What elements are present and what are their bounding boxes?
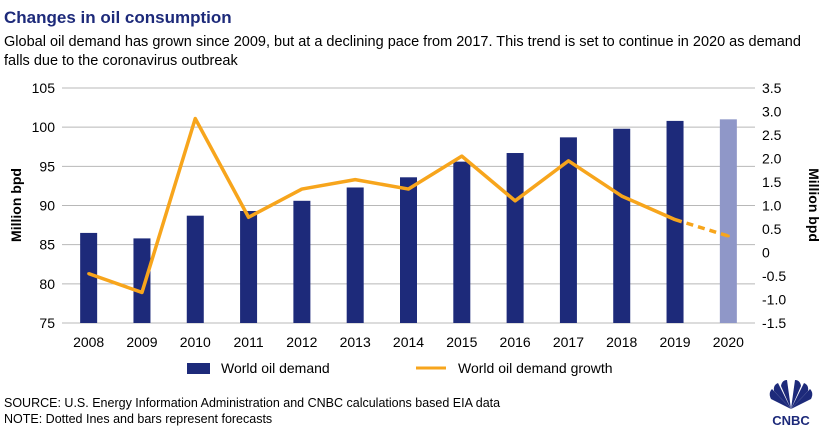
right-tick-label: 2.0 xyxy=(762,151,782,167)
growth-point-2017 xyxy=(566,159,570,163)
bar-2010 xyxy=(186,215,204,323)
left-axis-label: Million bpd xyxy=(8,168,24,242)
right-tick-label: 0.5 xyxy=(762,221,782,237)
bar-2014 xyxy=(400,177,417,323)
growth-point-2008 xyxy=(87,272,91,276)
growth-point-2012 xyxy=(300,187,304,191)
growth-point-2009 xyxy=(140,290,144,294)
left-tick-label: 100 xyxy=(32,119,56,135)
oil-consumption-chart: 75 80 85 90 95 100 105 -1.5 -1.0 -0.5 0 0.5 1.0 1.5 2… xyxy=(8,80,822,376)
x-tick-label: 2010 xyxy=(180,334,211,350)
x-tick-label: 2019 xyxy=(659,334,690,350)
bar-2019 xyxy=(666,120,684,324)
growth-point-2016 xyxy=(513,199,517,203)
left-axis-ticks: 75 80 85 90 95 100 105 xyxy=(32,80,56,331)
growth-line xyxy=(87,116,730,295)
right-tick-label: 1.5 xyxy=(762,174,782,190)
legend-line-label: World oil demand growth xyxy=(458,360,613,376)
x-tick-label: 2009 xyxy=(126,334,157,350)
bar-2016 xyxy=(506,153,524,323)
bar-2013 xyxy=(346,187,364,323)
chart-title: Changes in oil consumption xyxy=(4,8,232,27)
cnbc-logo: CNBC xyxy=(762,379,820,434)
x-tick-label: 2012 xyxy=(286,334,317,350)
x-tick-label: 2015 xyxy=(446,334,477,350)
growth-point-2014 xyxy=(407,187,410,191)
right-tick-label: -1.5 xyxy=(762,315,786,331)
growth-point-2010 xyxy=(193,117,197,121)
right-axis-ticks: -1.5 -1.0 -0.5 0 0.5 1.0 1.5 2.0 2.5 3.0 3.5 xyxy=(762,80,786,331)
x-tick-label: 2017 xyxy=(553,334,584,350)
growth-line-forecast xyxy=(674,217,729,238)
legend-bar-swatch xyxy=(187,363,210,374)
right-tick-label: -1.0 xyxy=(762,292,786,308)
x-tick-label: 2011 xyxy=(234,334,264,350)
right-tick-label: 3.5 xyxy=(762,80,782,96)
growth-point-2011 xyxy=(247,215,251,219)
bar-2018 xyxy=(613,128,631,323)
x-tick-label: 2016 xyxy=(500,334,531,350)
legend-bar-label: World oil demand xyxy=(221,360,330,376)
bar-2008 xyxy=(80,232,98,323)
growth-point-2018 xyxy=(620,194,624,198)
left-tick-label: 105 xyxy=(32,80,56,96)
left-tick-label: 85 xyxy=(39,237,55,253)
bar-2009 xyxy=(133,238,151,323)
logo-text: CNBC xyxy=(772,413,810,428)
x-tick-label: 2008 xyxy=(73,334,104,350)
x-tick-label: 2013 xyxy=(340,334,371,350)
source-note: SOURCE: U.S. Energy Information Administ… xyxy=(4,396,501,410)
right-tick-label: 0 xyxy=(762,245,770,261)
growth-point-2019 xyxy=(673,218,677,222)
x-tick-label: 2018 xyxy=(606,334,637,350)
growth-point-2015 xyxy=(460,154,464,158)
right-tick-label: -0.5 xyxy=(762,268,786,284)
x-axis-ticks: 2008 2009 2010 2011 2012 2013 2014 2015 2016 2017… xyxy=(73,334,744,350)
x-tick-label: 2020 xyxy=(713,334,744,350)
x-tick-label: 2014 xyxy=(393,334,424,350)
bar-2020 xyxy=(719,119,737,323)
demand-bars xyxy=(80,119,737,324)
bar-2011 xyxy=(240,210,258,323)
left-tick-label: 90 xyxy=(39,198,55,214)
right-tick-label: 1.0 xyxy=(762,198,782,214)
right-axis-label: Million bpd xyxy=(806,168,822,242)
left-tick-label: 95 xyxy=(39,158,55,174)
growth-line-actual xyxy=(88,116,676,295)
bar-2017 xyxy=(559,137,577,323)
growth-point-2013 xyxy=(353,178,357,182)
left-tick-label: 80 xyxy=(39,276,55,292)
legend: World oil demand World oil demand growth xyxy=(187,360,613,376)
right-tick-label: 3.0 xyxy=(762,104,782,120)
left-tick-label: 75 xyxy=(39,315,55,331)
chart-subtitle: Global oil demand has grown since 2009, … xyxy=(4,34,801,69)
forecast-note: NOTE: Dotted Ines and bars represent for… xyxy=(4,412,273,426)
bar-2012 xyxy=(293,200,311,323)
bar-2015 xyxy=(453,161,471,323)
growth-point-2020 xyxy=(726,234,730,238)
right-tick-label: 2.5 xyxy=(762,127,782,143)
peacock-logo-icon xyxy=(769,380,813,409)
